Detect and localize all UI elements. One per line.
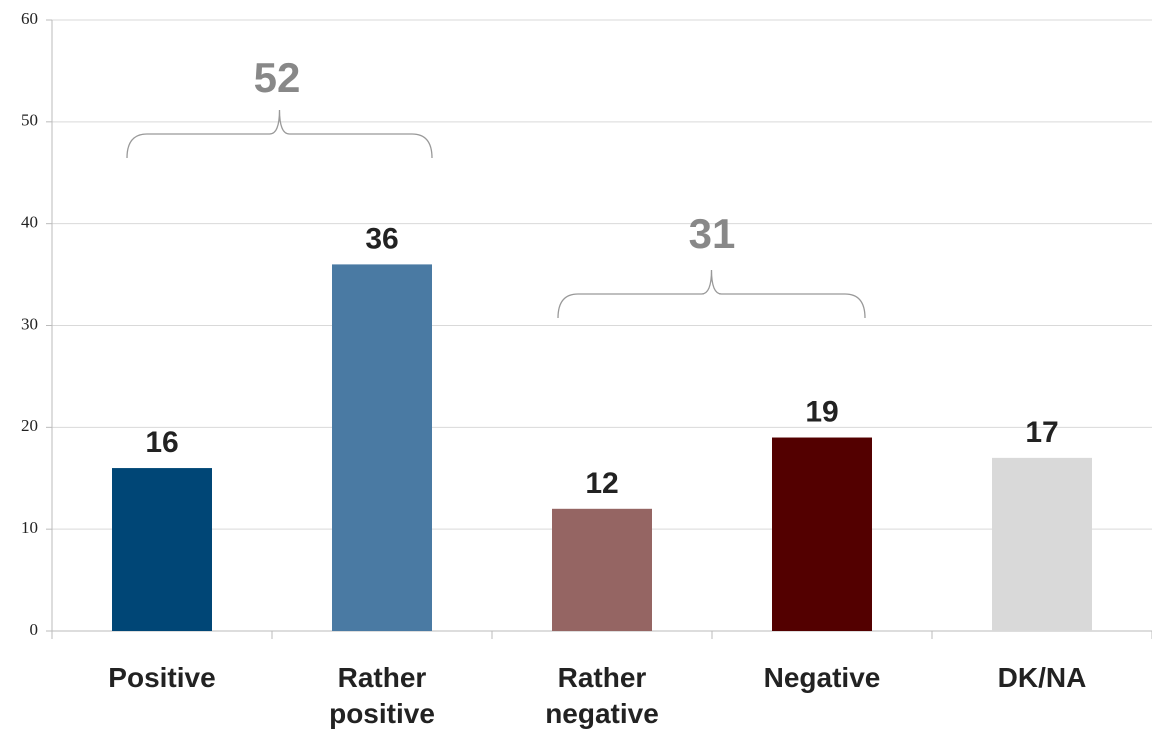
x-tick-label: DK/NA <box>997 662 1087 693</box>
x-tick-label: Rather positive <box>329 662 435 729</box>
bar <box>332 264 432 631</box>
y-tick-label: 50 <box>21 111 38 130</box>
bar <box>112 468 212 631</box>
value-label: 16 <box>145 426 178 459</box>
x-tick-label: Positive <box>108 662 216 693</box>
annotation: 52 <box>254 54 301 101</box>
bar <box>772 437 872 631</box>
y-tick-label: 10 <box>21 518 38 537</box>
value-label: 12 <box>585 467 618 500</box>
value-label: 19 <box>805 396 838 429</box>
annotation: 31 <box>689 210 736 257</box>
y-tick-label: 40 <box>21 213 38 232</box>
value-label: 36 <box>365 222 398 255</box>
bar <box>552 508 652 631</box>
brace <box>557 269 866 319</box>
y-tick-label: 20 <box>21 416 38 435</box>
y-tick-label: 0 <box>30 620 39 639</box>
x-tick-label: Rather negative <box>545 662 659 729</box>
y-tick-label: 30 <box>21 314 38 333</box>
value-label: 17 <box>1025 416 1058 449</box>
brace <box>126 109 433 159</box>
y-tick-label: 60 <box>21 9 38 28</box>
bar <box>992 457 1092 631</box>
x-tick-label: Negative <box>763 662 881 693</box>
